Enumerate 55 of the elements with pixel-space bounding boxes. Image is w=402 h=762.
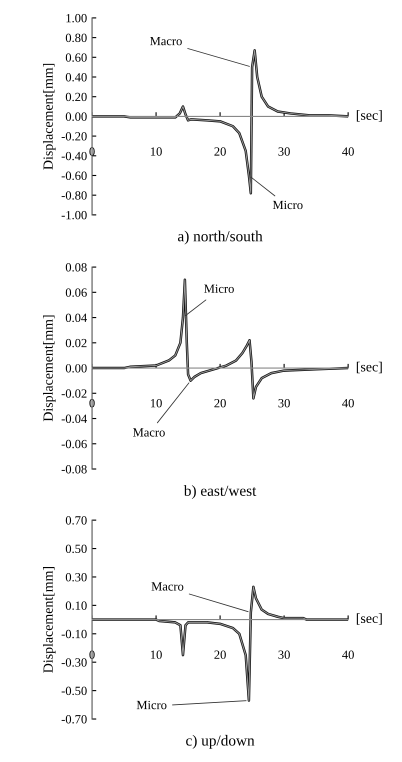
x-tick-label: 40: [342, 650, 354, 659]
y-tick-label: 0.04: [66, 314, 87, 322]
x-tick-label: 10: [150, 147, 162, 156]
x-tick-label: 30: [278, 147, 290, 156]
x-axis-title: [sec]: [356, 613, 382, 625]
y-tick-label: -0.30: [62, 658, 87, 667]
text: Macro: [133, 428, 165, 437]
y-tick-label: -0.20: [62, 132, 87, 141]
y-tick-label: 0.08: [66, 263, 87, 272]
text: Macro: [152, 582, 184, 591]
x-tick-label: 20: [214, 650, 226, 659]
y-tick-label: 0.60: [66, 53, 87, 62]
y-tick-label: 0.40: [66, 73, 87, 82]
y-axis-title: Displacement[mm]: [43, 315, 56, 422]
x-axis-title: [sec]: [356, 362, 382, 374]
y-tick-label: 0.80: [66, 34, 87, 42]
y-tick-label: -0.60: [62, 172, 87, 180]
x-tick-label: 20: [214, 398, 226, 408]
y-tick-label: 0.00: [66, 112, 87, 121]
text: a) north/south: [178, 230, 263, 244]
x-tick-label: 20: [214, 147, 226, 156]
y-tick-label: -0.10: [62, 630, 87, 638]
x-tick-label: 40: [342, 398, 354, 408]
x-tick-label: 40: [342, 147, 354, 156]
y-tick-label: -0.50: [62, 686, 87, 696]
y-tick-label: -0.06: [62, 440, 87, 448]
y-tick-label: 0.10: [66, 601, 87, 610]
series-label: Micro: [204, 284, 234, 293]
y-tick-label: 0.00: [66, 364, 87, 373]
text: c) up/down: [186, 734, 254, 749]
x-tick-label: 30: [278, 398, 290, 408]
text: Macro: [150, 36, 182, 46]
y-tick-label: 0.20: [66, 92, 87, 102]
y-tick-label: -0.04: [62, 414, 87, 424]
y-tick-label: -0.40: [62, 152, 87, 160]
y-axis-title: Displacement[mm]: [43, 64, 56, 170]
y-tick-label: -0.70: [62, 715, 87, 724]
y-tick-label: -0.02: [62, 389, 87, 398]
x-tick-label: 10: [150, 650, 162, 659]
x-tick-label: 10: [150, 398, 162, 408]
y-tick-label: 0.06: [66, 288, 87, 297]
text: Micro: [136, 700, 166, 710]
text: b) east/west: [184, 485, 256, 500]
y-tick-label: -0.80: [62, 191, 87, 200]
x-tick-label: 30: [278, 650, 290, 659]
y-tick-label: 0.50: [66, 544, 87, 554]
y-tick-label: 0.70: [66, 516, 87, 525]
y-tick-label: -0.08: [62, 465, 87, 474]
series-label: Micro: [272, 200, 303, 210]
y-tick-label: 1.00: [66, 14, 87, 22]
y-tick-label: 0.30: [66, 572, 87, 582]
y-tick-label: -1.00: [62, 210, 87, 220]
y-tick-label: 0.02: [66, 338, 87, 348]
x-axis-title: [sec]: [356, 110, 382, 122]
y-axis-title: Displacement[mm]: [43, 567, 56, 673]
